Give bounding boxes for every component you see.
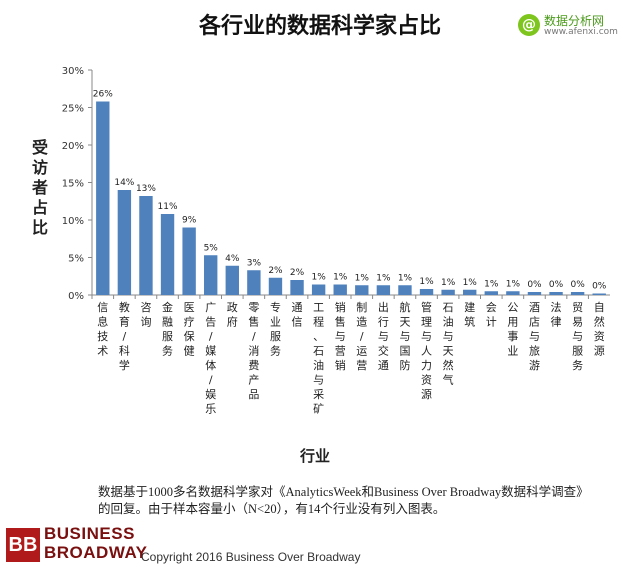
category-label: 管理与人力资源	[421, 300, 432, 401]
data-label: 14%	[114, 178, 134, 188]
y-tick-label: 25%	[62, 104, 84, 115]
y-axis-label: 受访者占比	[31, 138, 48, 237]
data-label: 26%	[93, 90, 113, 100]
bar	[139, 196, 153, 295]
bar	[376, 285, 391, 295]
copyright: Copyright 2016 Business Over Broadway	[141, 550, 361, 564]
bar	[204, 255, 218, 295]
data-label: 0%	[527, 280, 542, 290]
logo-mark: BB	[6, 528, 40, 562]
watermark-url: www.afenxi.com	[544, 27, 618, 37]
data-label: 3%	[247, 258, 262, 268]
data-label: 1%	[376, 273, 391, 283]
category-label: 石油与天然气	[443, 301, 454, 387]
bar	[484, 291, 498, 295]
category-label: 自然资源	[594, 301, 605, 358]
bar	[549, 292, 563, 295]
bar	[268, 277, 283, 295]
bar	[441, 289, 455, 295]
data-label: 1%	[484, 279, 499, 289]
business-broadway-logo: BB BUSINESS BROADWAY	[6, 524, 147, 564]
data-label: 2%	[268, 266, 283, 276]
category-label: 医疗保健	[184, 301, 195, 358]
data-label: 0%	[549, 280, 564, 290]
watermark: @ 数据分析网 www.afenxi.com	[518, 12, 630, 42]
data-label: 1%	[333, 273, 348, 283]
category-label: 法律	[551, 300, 562, 329]
x-axis-label: 行业	[300, 447, 331, 465]
category-label: 信息技术	[97, 301, 108, 358]
category-label: 政府	[227, 300, 238, 329]
y-tick-label: 5%	[68, 254, 84, 265]
category-label: 销售与营销	[335, 300, 346, 372]
category-label: 通信	[292, 301, 303, 329]
category-label: 公用事业	[507, 301, 518, 358]
watermark-name: 数据分析网	[544, 14, 605, 28]
data-label: 1%	[463, 278, 478, 288]
at-logo-icon: @	[518, 14, 540, 36]
bar	[463, 289, 477, 295]
bar	[96, 101, 110, 295]
category-label: 咨询	[140, 300, 151, 329]
data-label: 13%	[136, 184, 156, 194]
bar	[355, 285, 369, 295]
category-label: 零售/消费产品	[248, 301, 259, 401]
data-label: 4%	[225, 254, 240, 264]
bar	[290, 280, 304, 295]
data-label: 1%	[419, 277, 434, 287]
y-tick-label: 20%	[62, 141, 84, 152]
bar	[592, 293, 606, 295]
footnote: 数据基于1000多名数据科学家对《AnalyticsWeek和Business …	[98, 485, 589, 516]
category-label: 金融服务	[162, 300, 173, 358]
bar	[182, 227, 196, 295]
data-label: 1%	[506, 279, 521, 289]
data-label: 11%	[158, 202, 178, 212]
bar	[527, 292, 542, 295]
category-label: 出行与交通	[378, 300, 389, 372]
y-tick-label: 10%	[62, 216, 84, 227]
bar	[333, 284, 347, 295]
data-label: 1%	[311, 273, 326, 283]
bar	[160, 214, 175, 295]
y-tick-label: 30%	[62, 66, 84, 77]
data-label: 1%	[398, 273, 413, 283]
category-label: 制造/运营	[356, 301, 367, 372]
data-label: 5%	[204, 243, 219, 253]
category-label: 贸易与服务	[572, 301, 583, 372]
category-label: 航天与国防	[399, 300, 410, 372]
logo-line2: BROADWAY	[44, 543, 148, 562]
bar	[311, 284, 326, 295]
bar	[419, 289, 434, 295]
data-label: 9%	[182, 216, 197, 226]
bar	[247, 270, 261, 295]
data-label: 1%	[441, 278, 456, 288]
y-tick-label: 15%	[62, 179, 84, 190]
category-label: 酒店与旅游	[529, 301, 540, 372]
data-label: 2%	[290, 268, 305, 278]
category-label: 工程、石油与采矿	[313, 301, 324, 416]
bar	[225, 265, 239, 295]
category-label: 会计	[486, 301, 497, 329]
bar	[398, 285, 412, 295]
bar	[117, 190, 132, 295]
category-label: 广告/媒体/娱乐	[205, 301, 216, 416]
y-tick-label: 0%	[68, 291, 84, 302]
chart-title: 各行业的数据科学家占比	[198, 14, 441, 39]
category-label: 教育/科学	[119, 301, 130, 372]
data-label: 0%	[592, 282, 607, 292]
data-label: 1%	[355, 273, 370, 283]
category-label: 建筑	[464, 300, 475, 329]
bar	[506, 291, 520, 295]
data-label: 0%	[570, 280, 585, 290]
category-label: 专业服务	[270, 300, 281, 358]
logo-line1: BUSINESS	[44, 524, 135, 543]
bar	[570, 292, 585, 295]
